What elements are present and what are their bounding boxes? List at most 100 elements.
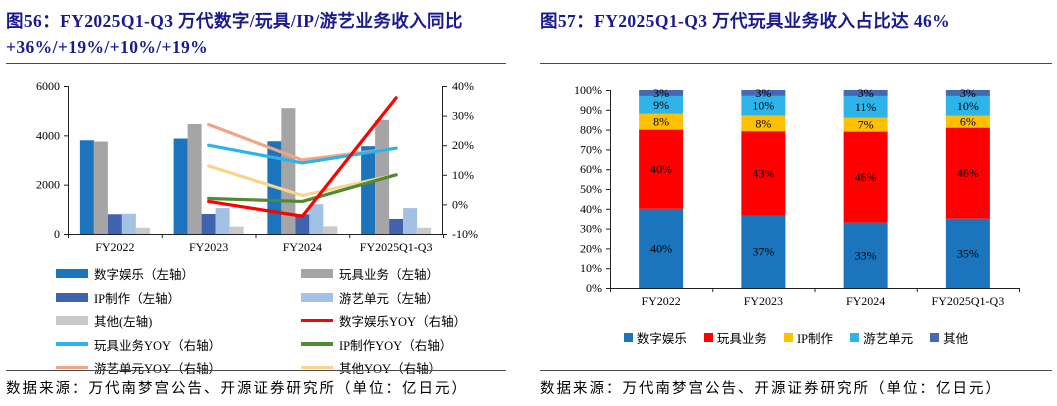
svg-text:100%: 100% xyxy=(574,83,602,97)
svg-text:FY2022: FY2022 xyxy=(641,294,680,308)
svg-text:8%: 8% xyxy=(755,116,771,130)
bar-segment xyxy=(945,127,990,219)
yoy-line xyxy=(207,164,398,198)
legend-item: 玩具业务 xyxy=(703,328,767,347)
legend-swatch-line xyxy=(56,365,88,370)
bar xyxy=(107,214,122,234)
legend-label: 数字娱乐YOY（右轴） xyxy=(339,315,467,329)
bar-segment xyxy=(741,90,786,96)
bar xyxy=(187,123,202,234)
bar-segment xyxy=(741,215,786,288)
svg-text:70%: 70% xyxy=(580,142,602,156)
svg-text:90%: 90% xyxy=(580,103,602,117)
legend-label: 玩具业务YOY（右轴） xyxy=(94,338,222,353)
svg-text:33%: 33% xyxy=(855,248,877,262)
legend-item: 其他(左轴) xyxy=(56,311,301,330)
svg-text:FY2023: FY2023 xyxy=(189,240,228,254)
legend-label: 其他YOY（右轴） xyxy=(339,362,442,376)
svg-text:6000: 6000 xyxy=(36,79,60,93)
figure-57-panel: 图57：FY2025Q1-Q3 万代玩具业务收入占比达 46% 0% 10% 20%… xyxy=(540,6,1052,406)
svg-text:35%: 35% xyxy=(957,246,979,260)
legend-item: 其他 xyxy=(930,328,968,347)
bar xyxy=(361,146,376,234)
bar xyxy=(93,141,108,234)
source-divider-left xyxy=(6,370,506,371)
yoy-lines xyxy=(207,96,398,218)
legend-label: 其他(左轴) xyxy=(94,315,153,329)
svg-text:20%: 20% xyxy=(580,241,602,255)
bar-segment xyxy=(741,95,786,116)
bars xyxy=(79,108,432,234)
svg-text:43%: 43% xyxy=(752,166,774,180)
svg-text:40%: 40% xyxy=(650,241,672,255)
svg-text:46%: 46% xyxy=(957,166,979,180)
bar-segment xyxy=(843,222,888,288)
svg-text:50%: 50% xyxy=(580,182,602,196)
yoy-line xyxy=(207,173,398,204)
bar-segment xyxy=(945,90,990,96)
axes xyxy=(606,90,1020,292)
svg-text:3%: 3% xyxy=(858,86,874,100)
data-labels: 40%40%8%9%3%37%43%8%10%3%33%46%7%11%3%35… xyxy=(650,86,979,262)
legend-swatch-square xyxy=(703,333,713,342)
svg-text:-10%: -10% xyxy=(452,227,478,241)
bar-segment xyxy=(945,218,990,288)
svg-text:FY2024: FY2024 xyxy=(283,240,322,254)
svg-text:6%: 6% xyxy=(960,115,976,129)
bar xyxy=(79,140,94,234)
svg-text:8%: 8% xyxy=(653,115,669,129)
combo-chart: 0 2000 4000 6000 -10% 0% 10% 20% 30% 40% FY2022 FY2… xyxy=(6,70,506,269)
axis-labels: 0% 10% 20% 30% 40% 50% 60% 70% 80% 90% 100% FY2022 F… xyxy=(574,83,1004,308)
bar xyxy=(403,208,418,234)
bar-segment xyxy=(741,115,786,132)
bar-segment xyxy=(639,113,684,130)
svg-text:3%: 3% xyxy=(755,86,771,100)
legend-item: 玩具业务（左轴） xyxy=(301,264,496,283)
legend-item: 游艺单元 xyxy=(850,328,913,347)
legend-label: IP制作 xyxy=(796,332,834,346)
svg-text:11%: 11% xyxy=(855,100,877,114)
legend-item: IP制作（左轴） xyxy=(56,288,301,307)
legend-label: 数字娱乐 xyxy=(636,332,687,346)
svg-text:60%: 60% xyxy=(580,162,602,176)
bar-segment xyxy=(741,131,786,216)
legend-item: 数字娱乐 xyxy=(623,328,687,347)
bar xyxy=(417,227,432,234)
source-note-right: 数据来源：万代南梦宫公告、开源证券研究所（单位：亿日元） xyxy=(540,381,1002,397)
svg-text:10%: 10% xyxy=(452,168,474,182)
bar-segment xyxy=(843,117,888,132)
legend-item: 玩具业务YOY（右轴） xyxy=(56,335,301,354)
legend-item: 其他YOY（右轴） xyxy=(301,358,496,377)
svg-text:9%: 9% xyxy=(653,98,669,112)
svg-text:FY2025Q1-Q3: FY2025Q1-Q3 xyxy=(932,294,1005,308)
bar xyxy=(135,227,150,234)
legend-label: 数字娱乐（左轴） xyxy=(94,268,195,282)
title-divider-right xyxy=(540,63,1052,64)
bar-segment xyxy=(639,95,684,114)
svg-text:0%: 0% xyxy=(586,281,602,295)
bar xyxy=(229,226,244,234)
title-divider-left xyxy=(6,63,506,64)
legend-swatch-square xyxy=(783,333,793,342)
legend-swatch-bar xyxy=(301,292,333,302)
legend-swatch-line xyxy=(301,318,333,323)
legend-label: IP制作YOY（右轴） xyxy=(339,338,453,353)
legend-label: 玩具业务 xyxy=(716,332,767,346)
legend-item: 游艺单元YOY（右轴） xyxy=(56,358,301,377)
bar xyxy=(323,226,338,234)
axes xyxy=(64,86,447,238)
svg-text:4000: 4000 xyxy=(36,128,60,142)
bar-segment xyxy=(945,95,990,116)
svg-text:40%: 40% xyxy=(580,202,602,216)
legend-label: 游艺单元（左轴） xyxy=(339,291,440,306)
bar xyxy=(389,218,404,234)
svg-text:30%: 30% xyxy=(580,222,602,236)
yoy-line xyxy=(207,96,398,218)
bar-segment xyxy=(945,115,990,128)
legend-item: IP制作 xyxy=(783,328,834,347)
legend-swatch-square xyxy=(850,333,860,342)
svg-text:FY2022: FY2022 xyxy=(95,240,134,254)
legend-label: 其他 xyxy=(943,332,969,346)
legend-label: 游艺单元YOY（右轴） xyxy=(94,362,222,376)
legend-label: IP制作（左轴） xyxy=(94,291,181,306)
